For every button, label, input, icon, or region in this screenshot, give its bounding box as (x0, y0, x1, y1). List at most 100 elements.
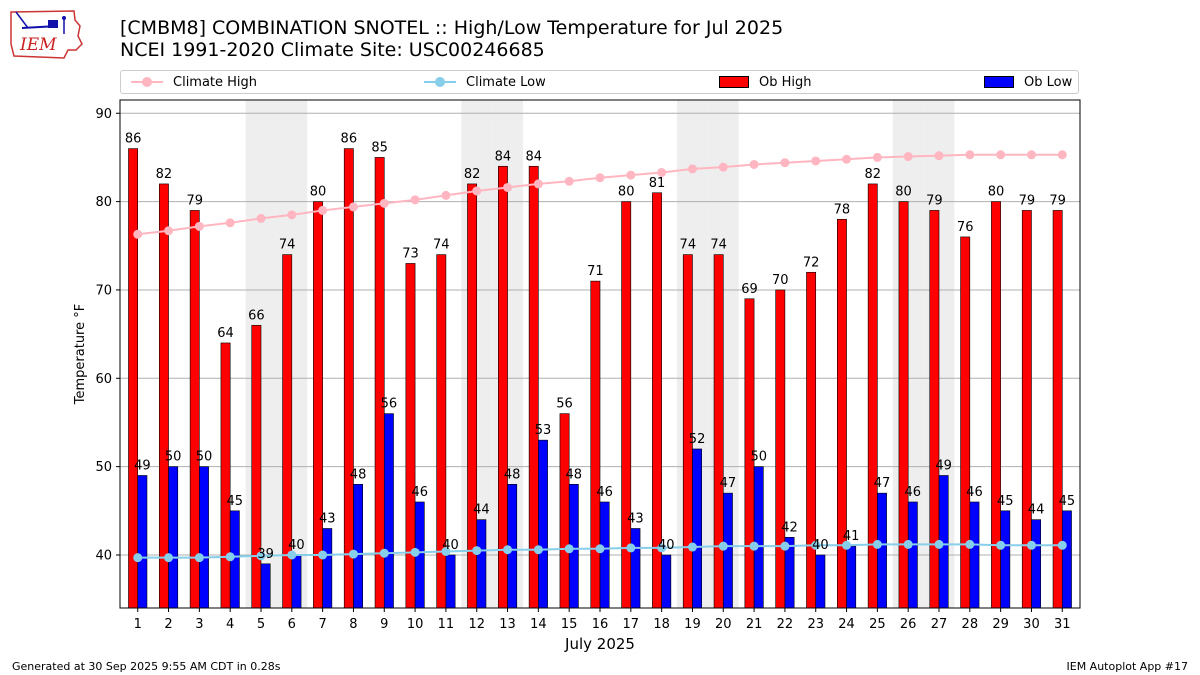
x-tick-label: 22 (777, 617, 794, 632)
ob-low-bar (784, 537, 795, 609)
climate-low-point (133, 553, 143, 563)
ob-low-bar (445, 554, 456, 609)
ob-high-bar (621, 201, 632, 609)
legend-item-climate-high: Climate High (131, 71, 257, 93)
ob-high-bar (652, 192, 662, 609)
x-tick-label: 4 (226, 617, 234, 632)
ob-high-label: 82 (156, 167, 173, 182)
x-tick-label: 19 (684, 617, 701, 632)
x-tick-label: 28 (962, 617, 979, 632)
weekend-band (677, 100, 708, 608)
ob-low-label: 53 (535, 423, 552, 438)
ob-high-bar (497, 165, 508, 609)
y-tick-label: 50 (95, 460, 112, 475)
ob-low-bar (229, 510, 240, 609)
x-tick-label: 20 (715, 617, 732, 632)
ob-high-label: 80 (988, 185, 1005, 200)
ob-low-label: 40 (812, 538, 829, 553)
weekend-band (707, 100, 739, 608)
ob-low-bar (661, 554, 672, 609)
ob-high-bar (898, 201, 909, 609)
climate-low-point (503, 545, 513, 555)
ob-low-label: 44 (1028, 503, 1045, 518)
ob-high-label: 79 (926, 193, 943, 208)
ob-high-label: 82 (464, 167, 481, 182)
climate-high-point (164, 226, 174, 236)
climate-low-point (1026, 540, 1036, 550)
ob-low-bar (1031, 519, 1042, 609)
y-tick-label: 40 (95, 548, 112, 563)
ob-low-label: 45 (1059, 494, 1076, 509)
ob-low-label: 47 (720, 476, 737, 491)
climate-low-point (965, 539, 975, 549)
ob-low-bar (877, 492, 887, 609)
legend-swatch-climate-high (131, 76, 163, 88)
climate-high-point (472, 186, 482, 196)
climate-high-point (1026, 150, 1036, 160)
ob-high-label: 74 (680, 238, 697, 253)
ob-low-bar (907, 501, 918, 609)
ob-low-bar (414, 501, 425, 609)
ob-low-bar (538, 439, 548, 609)
ob-high-label: 71 (587, 264, 604, 279)
ob-low-label: 48 (350, 467, 367, 482)
ob-low-label: 48 (504, 467, 521, 482)
ob-high-bar (528, 165, 539, 609)
ob-high-bar (343, 148, 354, 609)
climate-high-line (137, 153, 1063, 236)
weekend-band (245, 100, 277, 608)
ob-high-label: 70 (772, 273, 789, 288)
x-tick-label: 3 (195, 617, 203, 632)
ob-low-bar (1000, 510, 1011, 609)
ob-high-label: 66 (248, 308, 265, 323)
ob-high-label: 78 (834, 202, 851, 217)
climate-low-point (934, 539, 944, 549)
logo-text: IEM (19, 35, 57, 55)
ob-low-bar (1061, 510, 1072, 609)
climate-low-point (472, 546, 482, 556)
ob-high-label: 74 (710, 238, 727, 253)
climate-high-point (934, 151, 944, 161)
ob-high-bar (251, 324, 262, 609)
ob-high-bar (991, 201, 1001, 609)
ob-high-bar (158, 183, 169, 609)
weekend-band (923, 100, 955, 608)
ob-low-label: 46 (966, 485, 983, 500)
climate-high-point (348, 202, 358, 212)
legend-label-climate-low: Climate Low (466, 74, 546, 90)
ob-high-bar (374, 157, 385, 609)
legend-label-ob-high: Ob High (759, 74, 812, 90)
ob-low-bar (383, 413, 394, 609)
ob-high-label: 80 (618, 185, 635, 200)
ob-low-label: 46 (411, 485, 428, 500)
climate-low-point (1057, 540, 1067, 550)
ob-low-label: 39 (257, 547, 274, 562)
climate-low-line (137, 543, 1063, 559)
climate-low-point (379, 548, 389, 558)
climate-high-point (965, 150, 975, 160)
climate-low-point (595, 544, 605, 554)
climate-high-point (687, 164, 697, 174)
ob-high-bar (220, 342, 231, 609)
x-tick-label: 17 (623, 617, 640, 632)
climate-low-point (718, 541, 728, 551)
climate-high-point (718, 162, 728, 172)
x-axis-label: July 2025 (564, 635, 635, 653)
climate-low-point (996, 540, 1006, 550)
ob-high-bar (682, 254, 693, 609)
climate-low-point (410, 547, 420, 557)
x-tick-label: 21 (746, 617, 763, 632)
ob-high-bar (837, 218, 847, 609)
ob-low-label: 50 (750, 450, 767, 465)
ob-high-label: 74 (433, 238, 450, 253)
ob-low-bar (507, 484, 518, 609)
ob-low-label: 48 (566, 467, 583, 482)
climate-high-point (780, 158, 790, 168)
weekend-band (492, 100, 523, 608)
legend-item-ob-high: Ob High (719, 71, 812, 93)
ob-high-bar (436, 254, 447, 609)
climate-high-point (564, 176, 574, 186)
ob-low-bar (476, 519, 487, 609)
ob-low-bar (969, 501, 980, 609)
climate-high-point (749, 159, 759, 169)
